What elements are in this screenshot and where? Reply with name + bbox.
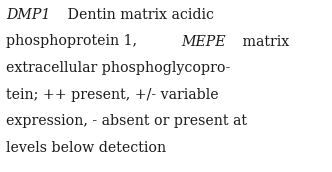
Text: DMP1: DMP1 xyxy=(6,8,50,22)
Text: levels below detection: levels below detection xyxy=(6,141,166,154)
Text: matrix: matrix xyxy=(238,35,290,49)
Text: Dentin matrix acidic: Dentin matrix acidic xyxy=(63,8,214,22)
Text: extracellular phosphoglycopro-: extracellular phosphoglycopro- xyxy=(6,61,230,75)
Text: expression, - absent or present at: expression, - absent or present at xyxy=(6,114,247,128)
Text: tein; ++ present, +/- variable: tein; ++ present, +/- variable xyxy=(6,88,219,101)
Text: MEPE: MEPE xyxy=(181,35,225,49)
Text: phosphoprotein 1,: phosphoprotein 1, xyxy=(6,35,141,49)
